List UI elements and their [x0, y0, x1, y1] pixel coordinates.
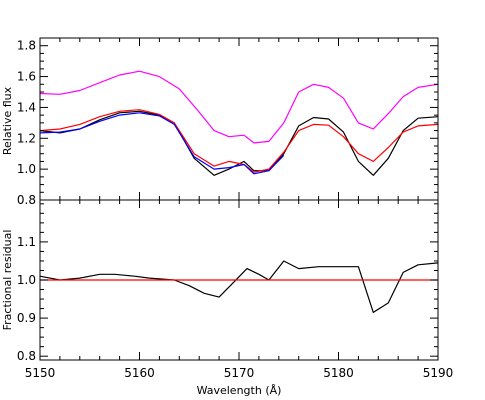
residual-x-tick-label: 5190 [423, 366, 454, 380]
flux-panel: 0.8 1.0 1.2 1.4 1.6 1.8 Relative flux [1, 37, 439, 207]
flux-series-line-4 [39, 112, 285, 175]
flux-y-tick-label: 0.8 [17, 193, 36, 207]
residual-x-tick-label: 5150 [25, 366, 56, 380]
residual-y-tick-label: 1.1 [17, 235, 36, 249]
residual-y-tick-label: 0.8 [17, 349, 36, 363]
flux-y-tick-label: 1.8 [17, 39, 36, 53]
flux-y-tick-label: 1.4 [17, 100, 36, 114]
flux-y-tick-label: 1.6 [17, 70, 36, 84]
residual-tick-layer: 5150 5160 5170 5180 5190 0.8 0.9 1.0 1.1 [17, 200, 453, 380]
flux-y-tick-label: 1.2 [17, 131, 36, 145]
flux-series-line-1 [39, 70, 439, 144]
residual-x-tick-label: 5160 [124, 366, 155, 380]
residual-y-tick-label: 0.9 [17, 311, 36, 325]
flux-tick-layer: 0.8 1.0 1.2 1.4 1.6 1.8 [17, 37, 439, 207]
residual-panel: 5150 5160 5170 5180 5190 0.8 0.9 1.0 1.1 Fractio… [1, 199, 453, 397]
residual-x-tick-label: 5170 [224, 366, 255, 380]
residual-x-tick-label: 5180 [323, 366, 354, 380]
flux-series-line-3 [39, 109, 439, 173]
flux-y-tick-label: 1.0 [17, 162, 36, 176]
flux-ylabel: Relative flux [1, 86, 14, 155]
flux-series-line-2 [39, 110, 439, 176]
residual-series-line-1 [39, 260, 439, 313]
flux-series-layer [39, 70, 439, 176]
residual-ylabel: Fractional residual [1, 230, 14, 331]
residual-series-layer [39, 260, 439, 313]
flux-panel-frame [39, 37, 439, 201]
wavelength-xlabel: Wavelength (Å) [197, 384, 282, 397]
residual-y-tick-label: 1.0 [17, 273, 36, 287]
